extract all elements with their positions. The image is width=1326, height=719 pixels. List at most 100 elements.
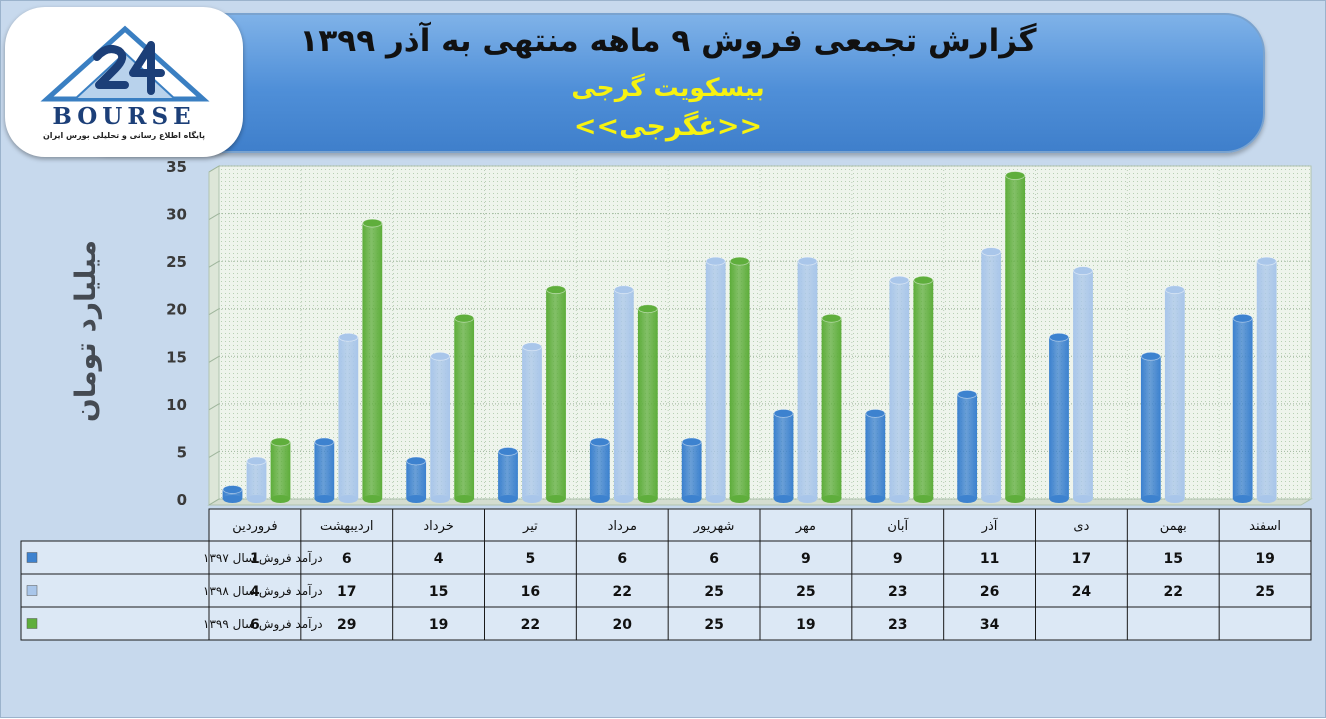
- table-cell-value: 1: [250, 551, 260, 567]
- bar-top: [246, 456, 267, 466]
- bar-top: [957, 389, 978, 399]
- bar-base: [614, 495, 634, 503]
- category-label: دی: [1073, 519, 1089, 534]
- bar-body: [362, 222, 383, 500]
- table-cell-value: 29: [337, 617, 356, 633]
- bar-body: [729, 260, 750, 500]
- report-title: گزارش تجمعی فروش ۹ ماهه منتهی به آذر ۱۳۹…: [299, 23, 1037, 59]
- bar-top: [430, 351, 451, 361]
- bar-base: [271, 495, 290, 503]
- bar-top: [1256, 256, 1277, 266]
- table-cell-value: 22: [613, 584, 632, 600]
- table-row: [20, 606, 1312, 641]
- bar-body: [1256, 260, 1277, 500]
- bar-body: [913, 279, 934, 500]
- bar-base: [865, 495, 885, 503]
- bar: [681, 437, 702, 503]
- bar-top: [981, 247, 1002, 257]
- bar: [773, 408, 794, 503]
- bar-body: [338, 336, 359, 500]
- bar-base: [889, 495, 909, 503]
- bar-top: [454, 313, 475, 323]
- grid-line-side: [208, 308, 220, 316]
- legend-swatch: [26, 552, 38, 563]
- bar-body: [546, 289, 566, 500]
- table-cell-value: 9: [801, 551, 811, 567]
- bar-top: [222, 485, 243, 494]
- bar-base: [223, 495, 242, 503]
- bar-top: [1005, 171, 1026, 180]
- bar: [1140, 351, 1161, 503]
- bar: [865, 408, 886, 503]
- bar: [246, 456, 267, 503]
- table-cell-value: 9: [893, 551, 903, 567]
- table-cell-value: 26: [980, 584, 999, 600]
- table-row: [20, 573, 1312, 608]
- bar-base: [957, 495, 977, 503]
- y-tick-label: 15: [166, 348, 187, 366]
- table-cell-value: 6: [617, 551, 627, 567]
- bar-body: [314, 441, 335, 500]
- bar-base: [1049, 495, 1069, 503]
- y-tick-label: 10: [166, 396, 187, 414]
- table-cell-value: 5: [526, 551, 536, 567]
- bar-body: [406, 460, 427, 500]
- grid-line-side: [208, 260, 220, 268]
- bar: [589, 437, 610, 503]
- bar-top: [1140, 351, 1161, 361]
- logo-brand: BOURSE: [52, 103, 196, 130]
- bar: [314, 437, 335, 503]
- bar-top: [797, 256, 818, 266]
- bar-base: [590, 495, 610, 503]
- bar-top: [913, 275, 934, 285]
- table-cell-value: 11: [980, 551, 999, 567]
- bar-body: [797, 260, 818, 500]
- grid-line-side: [208, 213, 220, 221]
- bar-body: [637, 308, 658, 500]
- bar-body: [1049, 336, 1069, 500]
- bar-top: [406, 456, 427, 466]
- series-name: درآمد فروش سال ۱۳۹۷: [203, 550, 323, 566]
- bar: [1049, 332, 1069, 503]
- bourse24-logo: BOURSE پایگاه اطلاع رسانی و تحلیلی بورس …: [5, 7, 243, 157]
- bar-base: [981, 495, 1001, 503]
- bar-body: [1164, 289, 1185, 500]
- table-cell-value: 23: [888, 584, 907, 600]
- bar-base: [682, 495, 702, 503]
- bar: [613, 285, 634, 503]
- bar-body: [705, 260, 726, 500]
- title-banner: گزارش تجمعی فروش ۹ ماهه منتهی به آذر ۱۳۹…: [71, 13, 1265, 153]
- bar: [522, 342, 542, 503]
- table-cell-value: 16: [521, 584, 540, 600]
- bar: [454, 313, 475, 503]
- bar-base: [1257, 495, 1277, 503]
- bar-base: [822, 495, 841, 503]
- bar-base: [1233, 495, 1253, 503]
- bar-top: [705, 256, 726, 266]
- bar: [889, 275, 910, 503]
- table-cell-value: 15: [1164, 551, 1183, 567]
- bar-body: [889, 279, 910, 500]
- table-cell-value: 22: [1164, 584, 1183, 600]
- bar-top: [1232, 313, 1253, 323]
- bar-base: [774, 495, 793, 503]
- bar-top: [889, 275, 910, 285]
- bar: [913, 275, 934, 503]
- bar-base: [247, 495, 266, 503]
- bar-top: [589, 437, 610, 447]
- bar: [546, 285, 566, 503]
- category-label: خرداد: [423, 519, 453, 534]
- table-cell-value: 17: [337, 584, 356, 600]
- bar-base: [406, 495, 426, 503]
- table-row: [20, 540, 1312, 575]
- table-cell-value: 19: [796, 617, 815, 633]
- bar-body: [1005, 175, 1026, 500]
- table-cell-value: 6: [342, 551, 352, 567]
- bar: [637, 304, 658, 503]
- bar-body: [981, 251, 1002, 500]
- bar-top: [1164, 285, 1185, 295]
- bar-body: [246, 460, 267, 500]
- table-cell-value: 17: [1072, 551, 1091, 567]
- bar-base: [498, 495, 518, 503]
- bar-body: [270, 441, 291, 500]
